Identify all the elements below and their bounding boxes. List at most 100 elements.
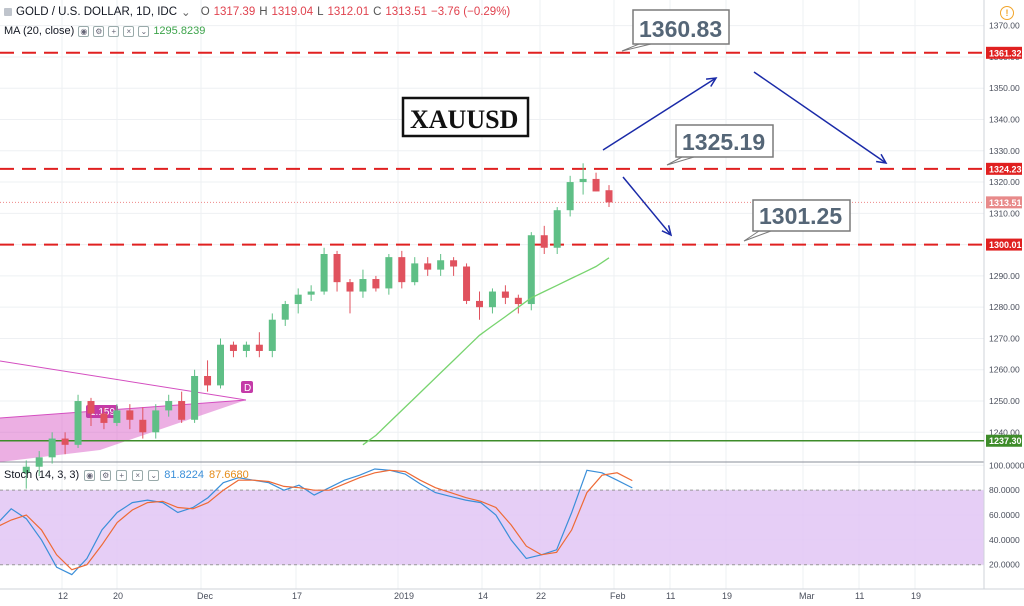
eye-icon[interactable]: ◉ (84, 469, 96, 481)
x-tick-label: 20 (113, 591, 123, 601)
candle (22, 466, 30, 473)
x-tick-label: 19 (722, 591, 732, 601)
price-tag (986, 434, 1022, 447)
candle (242, 344, 250, 351)
x-tick-label: 19 (911, 591, 921, 601)
candle (540, 235, 548, 248)
candle (61, 438, 69, 445)
price-tick-label: 1250.00 (989, 396, 1020, 406)
add-icon[interactable]: + (116, 469, 128, 481)
callout-top-label: 1360.83 (639, 16, 722, 42)
stoch-tick-label: 20.0000 (989, 560, 1020, 570)
candle (48, 438, 56, 458)
more-icon[interactable]: ⌄ (138, 25, 150, 37)
ma-value: 1295.8239 (153, 25, 206, 37)
candle (100, 413, 108, 423)
price-tick-label: 1260.00 (989, 365, 1020, 375)
open-value: 1317.39 (213, 6, 256, 18)
price-tick-label: 1320.00 (989, 177, 1020, 187)
candle (178, 401, 186, 420)
pattern-point-label: D (244, 383, 251, 394)
candle (229, 344, 237, 351)
ma-label: MA (20, close) (4, 25, 75, 37)
candle (605, 190, 613, 203)
ma-20-line (362, 257, 610, 446)
stoch-d-line (0, 469, 633, 571)
candle (113, 410, 121, 423)
candle (463, 266, 471, 301)
candle (450, 260, 458, 267)
ma-legend: MA (20, close) ◉ ⚙ + × ⌄ 1295.8239 (4, 25, 205, 37)
price-tick-label: 1340.00 (989, 115, 1020, 125)
eye-icon[interactable]: ◉ (78, 25, 90, 37)
candle (346, 282, 354, 292)
candle (35, 457, 43, 467)
candle (217, 344, 224, 386)
candle (424, 263, 432, 270)
more-icon[interactable]: ⌄ (148, 469, 160, 481)
price-tag-label: 1324.23 (989, 164, 1022, 174)
candle (411, 263, 419, 283)
candle (74, 401, 82, 445)
close-icon[interactable]: × (132, 469, 144, 481)
candle (307, 291, 315, 295)
callout-low-label: 1301.25 (759, 203, 842, 229)
candle (268, 319, 276, 351)
stoch-tick-label: 80.0000 (989, 485, 1020, 495)
callout-mid-pointer (666, 156, 695, 166)
price-tag-label: 1313.51 (989, 198, 1022, 208)
settings-icon[interactable]: ⚙ (93, 25, 105, 37)
settings-icon[interactable]: ⚙ (100, 469, 112, 481)
candle (152, 410, 160, 433)
candle (579, 178, 587, 183)
candle (294, 294, 302, 305)
candle (553, 210, 561, 248)
alert-icon[interactable]: ! (1000, 6, 1014, 20)
symbol-header: GOLD / U.S. DOLLAR, 1D, IDC ⌄ O 1317.39 H… (4, 5, 510, 19)
annotation-title-box (401, 96, 530, 138)
stoch-legend: Stoch (14, 3, 3) ◉ ⚙ + × ⌄ 81.8224 87.66… (4, 469, 249, 481)
close-label: C (373, 6, 382, 18)
callout-top-box (632, 9, 730, 45)
stoch-k-line (0, 468, 633, 576)
harmonic-pattern-leg (0, 399, 247, 419)
x-tick-label: Mar (799, 591, 815, 601)
candle (281, 304, 289, 320)
candle (372, 279, 380, 289)
price-tick-label: 1290.00 (989, 271, 1020, 281)
x-tick-label: Feb (610, 591, 626, 601)
x-tick-label: 11 (666, 591, 675, 601)
add-icon[interactable]: + (108, 25, 120, 37)
x-tick-label: Dec (197, 591, 214, 601)
close-icon[interactable]: × (123, 25, 135, 37)
high-label: H (259, 6, 268, 18)
price-tick-label: 1280.00 (989, 302, 1020, 312)
candle (139, 419, 147, 433)
stoch-tick-label: 100.0000 (989, 460, 1024, 470)
candle (204, 375, 212, 386)
arrow-head (661, 225, 673, 237)
candle (398, 257, 406, 283)
callout-low-pointer (743, 230, 772, 242)
candle (87, 401, 95, 414)
harmonic-pattern-leg (0, 360, 247, 401)
price-tag (986, 196, 1022, 209)
change-value: −3.76 (−0.29%) (430, 6, 511, 18)
price-tick-label: 1270.00 (989, 333, 1020, 343)
candle (437, 260, 445, 270)
price-tick-label: 1310.00 (989, 208, 1020, 218)
price-tag (986, 238, 1022, 251)
x-tick-label: 2019 (394, 591, 414, 601)
callout-top-pointer (621, 43, 652, 52)
candle (333, 254, 341, 283)
x-tick-label: 12 (58, 591, 68, 601)
price-tick-label: 1370.00 (989, 21, 1020, 31)
pattern-ratio-label: 1.159 (90, 407, 115, 418)
chevron-down-icon[interactable]: ⌄ (181, 7, 191, 19)
price-tick-label: 1240.00 (989, 427, 1020, 437)
candle (527, 235, 535, 305)
candle (165, 401, 173, 411)
symbol-title[interactable]: GOLD / U.S. DOLLAR, 1D, IDC (16, 6, 178, 18)
